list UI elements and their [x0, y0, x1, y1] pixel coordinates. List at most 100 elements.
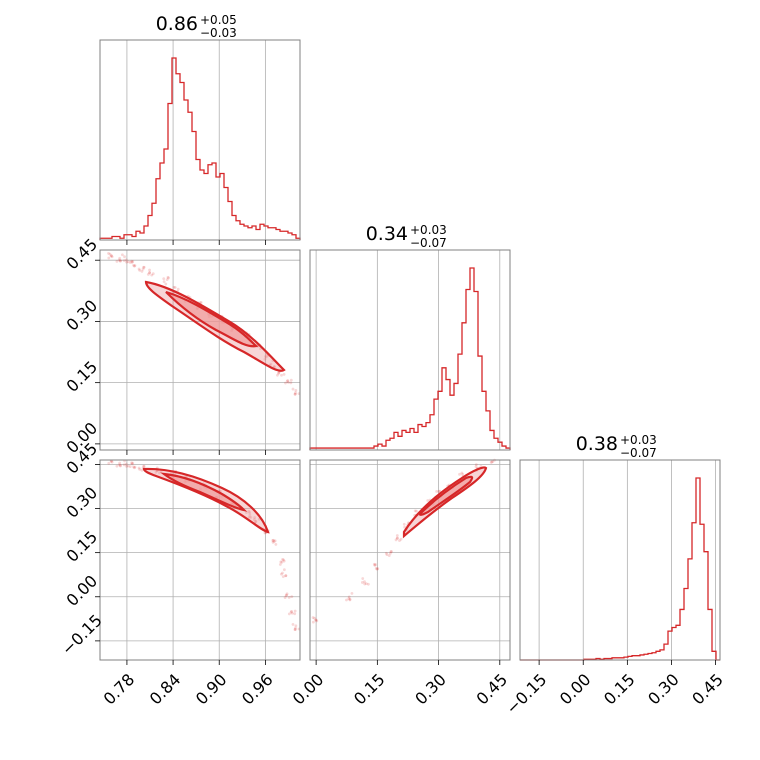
scatter-point	[130, 260, 134, 264]
scatter-point	[140, 468, 144, 472]
scatter-point	[373, 563, 377, 567]
title-param2-minus: −0.07	[410, 236, 447, 250]
scatter-point	[272, 365, 276, 369]
scatter-point	[395, 536, 399, 540]
scatter-point	[253, 516, 257, 519]
scatter-point	[437, 490, 441, 493]
scatter-point	[109, 254, 113, 258]
scatter-point	[272, 540, 276, 543]
y-tick-label: −0.15	[58, 611, 106, 659]
scatter-point	[133, 466, 136, 470]
scatter-point	[402, 522, 406, 526]
scatter-point	[284, 574, 288, 578]
scatter-point	[142, 265, 146, 269]
scatter-point	[110, 460, 114, 464]
scatter-point	[281, 575, 285, 579]
title-param2-plus: +0.03	[410, 223, 447, 237]
scatter-point	[173, 286, 177, 289]
scatter-point	[110, 254, 113, 258]
scatter-point	[137, 267, 141, 271]
scatter-point	[474, 463, 478, 467]
scatter-point	[289, 381, 293, 385]
scatter-point	[276, 373, 279, 377]
scatter-point	[140, 269, 144, 273]
panel-hist-param1: 0.86 +0.05 −0.03	[99, 13, 301, 245]
scatter-point	[372, 562, 376, 566]
scatter-point	[132, 263, 135, 267]
scatter-point	[364, 582, 368, 586]
scatter-point	[413, 509, 417, 513]
scatter-point	[277, 371, 281, 375]
contours-param2-vs-param1	[144, 280, 286, 372]
scatter-point	[118, 256, 122, 260]
scatter-point	[399, 537, 403, 541]
panel-2d-param3-vs-param2: 0.00 0.15 0.30 0.45	[289, 458, 511, 709]
scatter-point	[291, 387, 295, 391]
scatter-point	[290, 611, 294, 615]
scatter-point	[278, 563, 282, 566]
panel-hist-param3: −0.15 0.00 0.15 0.30 0.45 0.38 +0.03 −0.07	[502, 433, 727, 718]
scatter-point	[374, 563, 377, 566]
x-tick-label: −0.15	[502, 670, 550, 718]
scatter-point	[293, 392, 297, 396]
scatter-point	[311, 616, 315, 619]
scatter-point	[248, 513, 252, 517]
scatter-point	[118, 464, 122, 468]
title-param1-minus: −0.03	[200, 26, 237, 40]
scatter-point	[374, 567, 378, 570]
contours-param3-vs-param1	[142, 467, 270, 534]
scatter-point	[247, 509, 251, 513]
scatter-point	[282, 559, 286, 563]
scatter-point	[117, 463, 121, 467]
histogram-param2	[309, 267, 511, 450]
scatter-point	[415, 509, 418, 513]
scatter-point	[282, 372, 286, 376]
scatter-point	[109, 460, 113, 463]
x-tick-label: 0.90	[192, 670, 231, 709]
scatter-point	[281, 558, 284, 561]
scatter-point	[141, 267, 145, 271]
scatter-point	[254, 520, 257, 524]
panel-frame	[99, 459, 301, 661]
scatter-point	[315, 619, 319, 623]
scatter-point	[294, 389, 298, 392]
scatter-point	[252, 518, 256, 521]
scatter-point	[363, 582, 367, 586]
x-tick-label: 0.00	[556, 670, 595, 709]
scatter-point	[490, 460, 494, 464]
contours-param3-vs-param2	[402, 466, 488, 539]
scatter-point	[130, 259, 133, 263]
scatter-point	[131, 260, 135, 263]
scatter-point	[115, 260, 119, 263]
x-tick-label: 0.15	[600, 670, 639, 709]
scatter-point	[290, 595, 294, 599]
title-param1-plus: +0.05	[200, 13, 237, 27]
histogram-param3	[520, 477, 720, 661]
scatter-point	[151, 272, 155, 276]
x-tick-label: 0.30	[411, 670, 450, 709]
scatter-point	[366, 582, 370, 586]
y-tick-label: 0.00	[63, 571, 102, 610]
y-tick-label: 0.30	[63, 296, 102, 335]
scatter-point	[294, 391, 297, 395]
scatter-point	[287, 596, 291, 599]
scatter-point	[271, 540, 275, 544]
scatter-point	[126, 260, 130, 264]
scatter-point	[394, 538, 398, 542]
scatter-point	[348, 598, 352, 602]
scatter-point	[345, 598, 348, 602]
scatter-point	[293, 392, 297, 396]
scatter-point	[120, 253, 124, 257]
scatter-point	[247, 515, 251, 519]
scatter-point	[384, 551, 388, 555]
scatter-point	[387, 554, 391, 557]
scatter-point	[347, 597, 351, 601]
scatter-point	[119, 259, 122, 263]
scatter-point	[124, 462, 128, 466]
scatter-point	[277, 371, 280, 375]
scatter-point	[107, 461, 111, 465]
scatter-point	[314, 618, 318, 622]
scatter-point	[107, 251, 110, 255]
panel-frame	[99, 39, 301, 241]
